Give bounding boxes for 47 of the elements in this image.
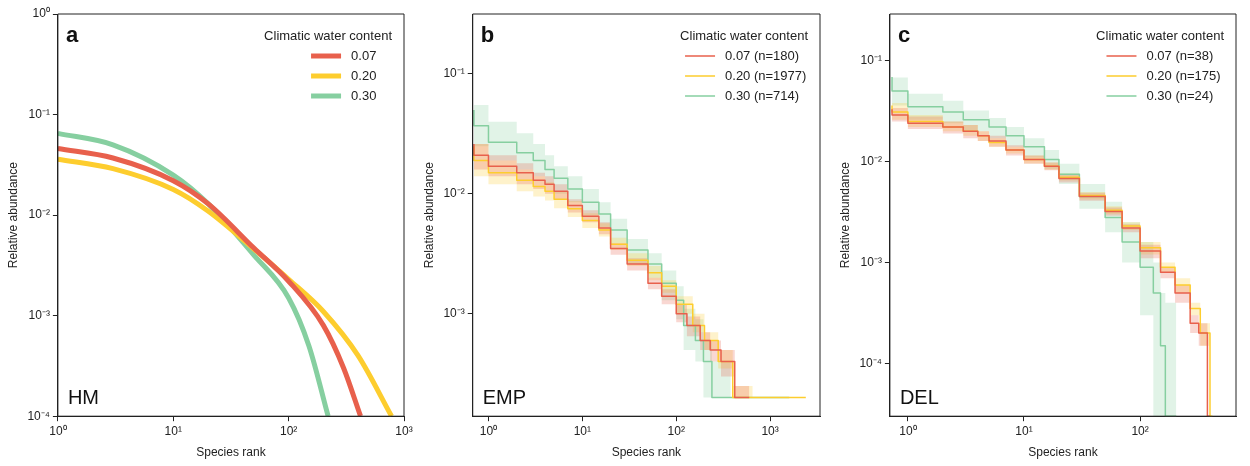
x-tick-label: 10¹: [573, 423, 592, 438]
y-tick-label: 10⁻¹: [28, 106, 50, 121]
y-tick-label: 10⁻³: [860, 254, 882, 269]
annotation: b: [480, 22, 495, 47]
x-axis-title: Species rank: [196, 445, 267, 460]
legend-title: Climatic water content: [264, 27, 393, 43]
y-tick-label: 10⁻²: [28, 207, 50, 222]
y-tick-label: 10⁻²: [443, 186, 465, 201]
x-tick-label: 10²: [667, 423, 685, 438]
y-tick-label: 10⁻³: [28, 307, 50, 322]
annotation: HM: [67, 386, 100, 409]
legend-label: 0.30 (n=714): [725, 87, 800, 103]
legend-title: Climatic water content: [1096, 27, 1225, 43]
y-tick-label: 10⁰: [32, 6, 50, 21]
legend-label: 0.30 (n=24): [1146, 87, 1214, 103]
legend-label: 0.20 (n=1977): [725, 67, 807, 83]
x-axis-title: Species rank: [611, 445, 683, 460]
y-tick-label: 10⁻⁴: [27, 408, 50, 423]
annotation: a: [65, 22, 79, 47]
y-axis-title: Relative abundance: [5, 161, 20, 269]
y-axis-title: Relative abundance: [421, 161, 436, 269]
y-tick-label: 10⁻²: [860, 153, 882, 168]
legend-label: 0.20: [351, 67, 377, 83]
x-tick-label: 10¹: [164, 423, 182, 438]
x-tick-label: 10¹: [1015, 423, 1033, 438]
x-tick-label: 10⁰: [899, 423, 917, 438]
legend-label: 0.07: [351, 47, 377, 63]
annotation: DEL: [899, 386, 939, 409]
x-tick-label: 10²: [279, 423, 298, 438]
x-axis-title: Species rank: [1028, 445, 1099, 460]
x-tick-label: 10³: [761, 423, 779, 438]
y-tick-label: 10⁻³: [443, 306, 465, 321]
y-tick-label: 10⁻¹: [860, 52, 882, 67]
legend-label: 0.20 (n=175): [1146, 67, 1221, 83]
x-tick-label: 10⁰: [479, 423, 498, 438]
legend-label: 0.07 (n=38): [1146, 47, 1214, 63]
y-tick-label: 10⁻⁴: [859, 355, 882, 370]
legend-label: 0.30: [351, 87, 377, 103]
legend-title: Climatic water content: [680, 27, 809, 43]
x-tick-label: 10²: [1131, 423, 1149, 438]
y-tick-label: 10⁻¹: [443, 66, 465, 81]
y-axis-title: Relative abundance: [837, 161, 852, 269]
legend-label: 0.07 (n=180): [725, 47, 800, 63]
annotation: c: [897, 22, 911, 47]
annotation: EMP: [482, 386, 527, 409]
x-tick-label: 10⁰: [49, 423, 67, 438]
x-tick-label: 10³: [395, 423, 413, 438]
